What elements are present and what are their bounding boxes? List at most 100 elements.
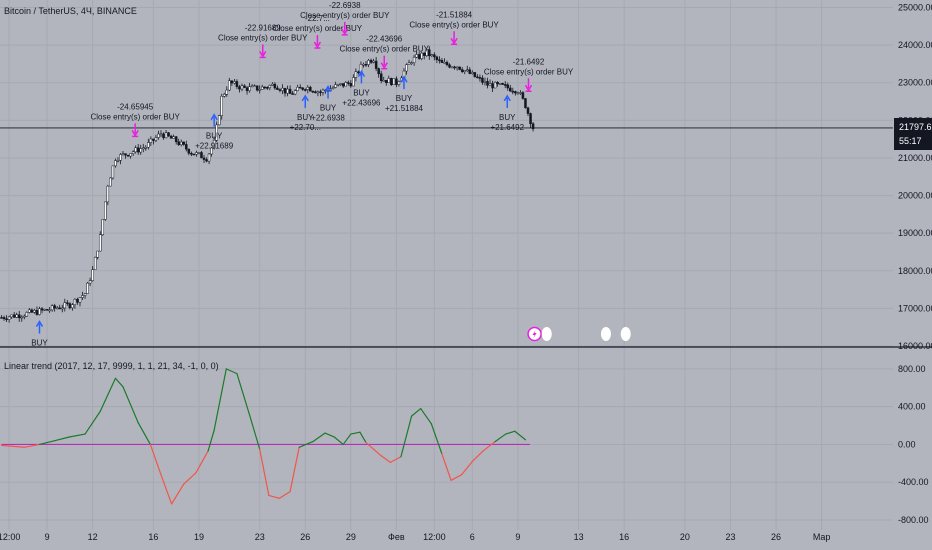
candle [38, 306, 41, 316]
candle-body [293, 90, 297, 95]
candle [377, 67, 380, 78]
candle [157, 130, 160, 140]
buy-marker-label: BUY [206, 132, 223, 141]
candle-body [438, 59, 441, 62]
candle [91, 266, 94, 282]
candle-body [225, 89, 229, 95]
candle [357, 70, 360, 75]
candle [314, 90, 317, 94]
candle [119, 153, 122, 165]
ind-y-tick-label: 0.00 [898, 439, 916, 449]
candle [83, 293, 87, 299]
indicator-segment [505, 430, 516, 435]
candle-body [291, 93, 294, 95]
candle-body [283, 87, 287, 94]
y-tick-label: 19000.00 [898, 228, 932, 238]
markers-layer: BUYBUY+22.91689BUY+22.70...BUY+22.6938BU… [31, 1, 574, 348]
candle-body [354, 71, 358, 78]
candle [296, 84, 299, 92]
candle-body [40, 308, 44, 311]
lightning-icon [532, 330, 537, 338]
candle-body [66, 302, 69, 304]
candle-body [410, 62, 413, 64]
indicator-segment [298, 441, 314, 448]
candle-body [481, 77, 484, 83]
indicator-title[interactable]: Linear trend (2017, 12, 17, 9999, 1, 1, … [4, 361, 219, 371]
candle [493, 81, 497, 89]
candle [169, 134, 173, 139]
candle [215, 121, 218, 142]
candle [385, 80, 388, 86]
buy-marker-label: BUY [353, 88, 370, 97]
candle-body [516, 92, 520, 95]
x-tick-label: Фев [388, 532, 405, 542]
candle-body [139, 148, 142, 153]
candle [116, 157, 120, 163]
candle [433, 52, 436, 61]
candle-body [233, 81, 236, 84]
candle [425, 49, 429, 57]
candle-body [187, 148, 191, 154]
candle-body [296, 86, 299, 91]
candle-body [114, 160, 117, 167]
candle [149, 136, 153, 146]
x-tick-label: 9 [45, 532, 50, 542]
candle-body [392, 78, 396, 85]
candle-body [131, 151, 135, 154]
candles-layer [0, 46, 535, 323]
close-marker-value: -21.51884 [436, 10, 473, 19]
candle-body [17, 314, 21, 319]
candle-body [98, 234, 102, 252]
indicator-segment [359, 431, 367, 444]
candle [311, 90, 315, 94]
candle [126, 154, 130, 157]
candle [354, 68, 358, 82]
candle-body [273, 83, 277, 89]
ind-y-tick-label: -400.00 [898, 477, 929, 487]
candle [255, 85, 259, 92]
candle [228, 77, 231, 92]
indicator-segment [441, 453, 452, 481]
candle [50, 304, 54, 312]
candle [152, 138, 155, 145]
candle-body [357, 71, 360, 74]
candle [114, 158, 117, 168]
candle-body [453, 66, 456, 69]
candle-body [529, 113, 532, 124]
buy-marker-label: BUY [297, 113, 314, 122]
candle-body [73, 299, 77, 305]
symbol-title[interactable]: Bitcoin / TetherUS, 4Ч, BINANCE [4, 6, 137, 16]
buy-arrow-icon [357, 69, 366, 77]
candle-body [281, 87, 284, 91]
candle-body [496, 82, 499, 85]
candle-body [134, 147, 137, 153]
candle-body [28, 309, 31, 313]
candle [235, 79, 239, 90]
candle [76, 297, 79, 305]
candle [238, 85, 241, 93]
candle [243, 84, 246, 88]
candle [309, 85, 312, 92]
candle-body [443, 62, 446, 64]
indicator-segment [23, 443, 41, 448]
x-tick-label: 29 [346, 532, 356, 542]
candle [88, 277, 92, 287]
candle-body [174, 136, 178, 143]
buy-marker-value: +21.51884 [385, 104, 424, 113]
candle [397, 80, 401, 87]
candle [187, 148, 191, 156]
candle [286, 85, 289, 97]
candle-body [478, 77, 482, 79]
candle-body [458, 66, 461, 70]
candle [182, 141, 186, 146]
candle-body [466, 69, 469, 72]
x-tick-label: 12:00 [0, 532, 20, 542]
buy-marker-value: +22.91689 [195, 142, 234, 151]
x-tick-label: 26 [771, 532, 781, 542]
indicator-segment [195, 450, 209, 474]
candle [109, 177, 112, 187]
candle [443, 58, 446, 64]
candle [17, 310, 21, 322]
indicator-segment [225, 368, 238, 375]
candle-body [20, 316, 24, 319]
